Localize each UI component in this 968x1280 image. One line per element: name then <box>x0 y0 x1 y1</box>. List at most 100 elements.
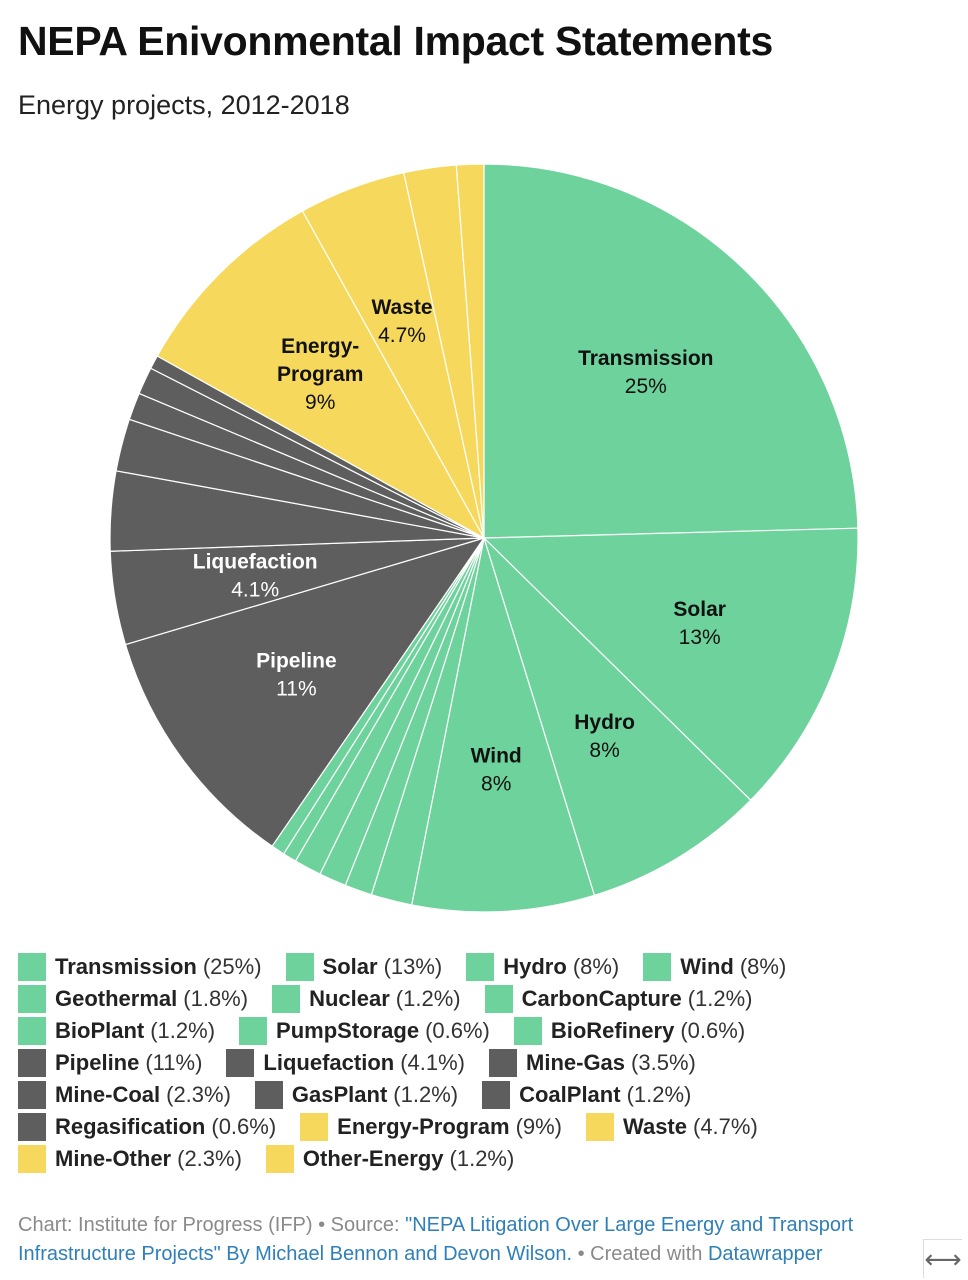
legend-value: (1.8%) <box>183 986 249 1011</box>
legend-swatch <box>18 1113 46 1141</box>
slice-label-value: 11% <box>276 677 316 700</box>
legend-swatch <box>226 1049 255 1077</box>
slice-label-name: Liquefaction <box>193 550 318 573</box>
slice-label-waste: Waste 4.7% <box>371 296 432 347</box>
legend-value: (1.2%) <box>687 986 753 1011</box>
legend-value: (11%) <box>145 1050 203 1075</box>
chart-legend: Transmission (25%) Solar (13%) Hydro (8%) Wind… <box>18 951 948 1175</box>
legend-value: (4.7%) <box>693 1114 758 1139</box>
slice-label-value: 4.7% <box>378 324 426 347</box>
legend-swatch <box>285 953 314 981</box>
source-link[interactable]: "NEPA Litigation Over Large Energy and T… <box>18 1214 854 1265</box>
legend-item-energy-program: Energy-Program (9%) <box>300 1111 562 1143</box>
legend-item-mine-gas: Mine-Gas (3.5%) <box>489 1047 696 1079</box>
legend-item-solar: Solar (13%) <box>285 951 443 983</box>
legend-swatch <box>18 1145 46 1173</box>
legend-item-mine-coal: Mine-Coal (2.3%) <box>18 1079 231 1111</box>
legend-label: Liquefaction <box>263 1050 395 1075</box>
legend-value: (1.2%) <box>395 986 461 1011</box>
legend-item-liquefaction: Liquefaction (4.1%) <box>226 1047 465 1079</box>
legend-swatch <box>482 1081 511 1109</box>
slice-label-liquefaction: Liquefaction 4.1% <box>193 550 318 601</box>
legend-swatch <box>254 1081 283 1109</box>
chart-footer: Chart: Institute for Progress (IFP) • So… <box>18 1211 928 1269</box>
legend-value: (13%) <box>383 954 443 979</box>
pie-slice-other-energy <box>455 163 485 539</box>
legend-value: (1.2%) <box>150 1018 216 1043</box>
pie-slice-transmission <box>483 163 859 539</box>
legend-value: (1.2%) <box>449 1146 515 1171</box>
slice-label-name: Hydro <box>574 711 635 734</box>
legend-swatch <box>18 985 46 1013</box>
legend-label: Pipeline <box>55 1050 140 1075</box>
legend-label: CoalPlant <box>519 1082 621 1107</box>
legend-swatch <box>239 1017 268 1045</box>
legend-label: Solar <box>322 954 378 979</box>
legend-item-transmission: Transmission (25%) <box>18 951 262 983</box>
legend-label: Mine-Other <box>55 1146 172 1171</box>
legend-value: (1.2%) <box>393 1082 459 1107</box>
pie-slice-energy-program <box>156 210 486 540</box>
legend-item-mine-other: Mine-Other (2.3%) <box>18 1143 242 1175</box>
legend-item-regasification: Regasification (0.6%) <box>18 1111 276 1143</box>
legend-swatch <box>272 985 301 1013</box>
legend-swatch <box>18 953 46 981</box>
legend-swatch <box>489 1049 517 1077</box>
legend-swatch <box>484 985 513 1013</box>
legend-label: Nuclear <box>309 986 390 1011</box>
legend-value: (0.6%) <box>211 1114 277 1139</box>
legend-item-pipeline: Pipeline (11%) <box>18 1047 202 1079</box>
legend-item-geothermal: Geothermal (1.8%) <box>18 983 248 1015</box>
slice-label-wind: Wind 8% <box>471 745 522 796</box>
legend-value: (0.6%) <box>680 1018 746 1043</box>
legend-value: (4.1%) <box>400 1050 465 1075</box>
legend-swatch <box>18 1049 46 1077</box>
pie-slice-solar <box>482 527 859 802</box>
legend-swatch <box>643 953 672 981</box>
legend-item-biorefinery: BioRefinery (0.6%) <box>513 1015 746 1047</box>
legend-item-nuclear: Nuclear (1.2%) <box>272 983 461 1015</box>
legend-swatch <box>300 1113 329 1141</box>
legend-value: (3.5%) <box>631 1050 696 1075</box>
expand-horizontal-icon[interactable]: ⟷ <box>923 1239 962 1278</box>
legend-item-pumpstorage: PumpStorage (0.6%) <box>239 1015 490 1047</box>
pie-slice-hydro <box>483 537 752 897</box>
legend-item-bioplant: BioPlant (1.2%) <box>18 1015 215 1047</box>
legend-value: (2.3%) <box>166 1082 231 1107</box>
legend-label: Transmission <box>55 954 197 979</box>
slice-label-value: 25% <box>625 375 667 398</box>
legend-item-hydro: Hydro (8%) <box>466 951 619 983</box>
legend-label: Wind <box>680 954 734 979</box>
legend-label: Waste <box>623 1114 687 1139</box>
legend-label: Hydro <box>503 954 567 979</box>
legend-value: (2.3%) <box>177 1146 242 1171</box>
slice-label-solar: Solar 13% <box>673 598 726 649</box>
legend-swatch <box>586 1113 615 1141</box>
legend-item-other-energy: Other-Energy (1.2%) <box>265 1143 515 1175</box>
slice-label-transmission: Transmission 25% <box>578 347 713 398</box>
legend-label: Other-Energy <box>302 1146 444 1171</box>
legend-swatch <box>513 1017 542 1045</box>
slice-label-value: 8% <box>481 773 511 796</box>
pie-chart: Transmission 25% Solar 13% Hydro 8% Wind 8% Pipe… <box>109 163 859 913</box>
slice-label-hydro: Hydro 8% <box>574 711 635 762</box>
legend-label: Energy-Program <box>337 1114 510 1139</box>
datawrapper-link[interactable]: Datawrapper <box>707 1243 823 1265</box>
legend-swatch <box>18 1081 46 1109</box>
legend-item-wind: Wind (8%) <box>643 951 786 983</box>
slice-label-pipeline: Pipeline 11% <box>256 649 337 700</box>
legend-swatch <box>265 1145 294 1173</box>
slice-label-name: Solar <box>673 598 726 621</box>
legend-label: GasPlant <box>291 1082 388 1107</box>
slice-label-value: 9% <box>305 391 335 414</box>
pie-slice-wind <box>410 537 596 913</box>
legend-item-gasplant: GasPlant (1.2%) <box>254 1079 459 1111</box>
legend-label: BioPlant <box>55 1018 145 1043</box>
legend-value: (1.2%) <box>626 1082 692 1107</box>
slice-label-name: Pipeline <box>256 649 337 672</box>
slice-label-name: Program <box>277 363 363 386</box>
legend-label: Mine-Coal <box>55 1082 161 1107</box>
footer-created: • Created with <box>572 1243 708 1265</box>
legend-value: (9%) <box>515 1114 563 1139</box>
legend-value: (25%) <box>202 954 262 979</box>
